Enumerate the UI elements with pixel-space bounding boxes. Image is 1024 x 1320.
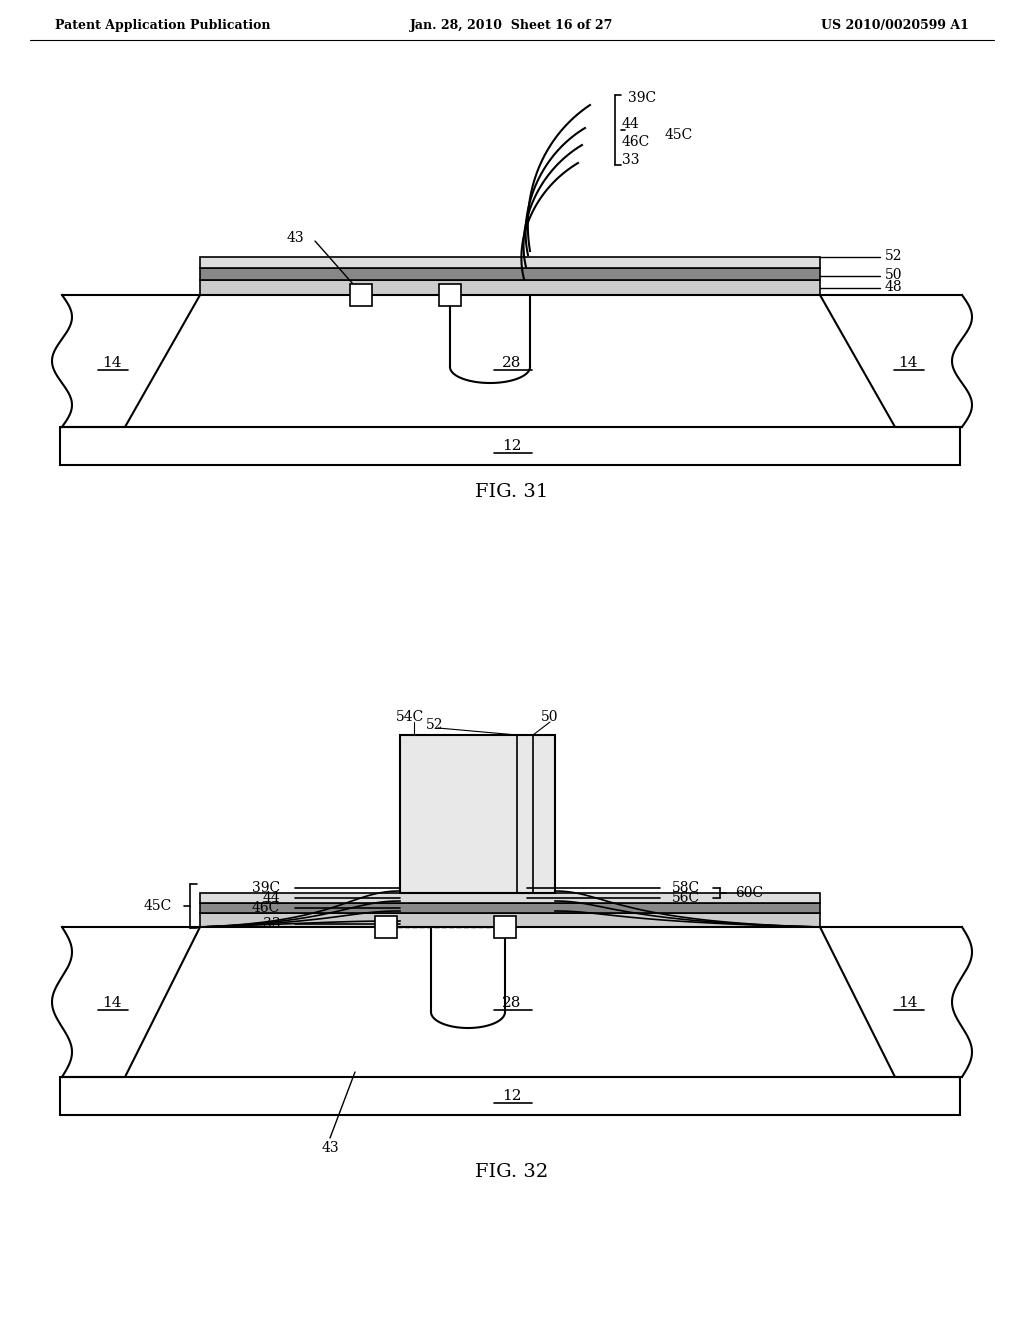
- Text: 52: 52: [426, 718, 443, 733]
- Text: 39C: 39C: [252, 880, 280, 895]
- Text: 14: 14: [898, 356, 918, 370]
- Text: 33: 33: [622, 153, 640, 168]
- Text: 43: 43: [286, 231, 304, 246]
- Text: 50: 50: [542, 710, 559, 723]
- Text: 48: 48: [885, 280, 902, 294]
- Text: FIG. 31: FIG. 31: [475, 483, 549, 502]
- Text: 45C: 45C: [143, 899, 172, 913]
- Bar: [350, 284, 372, 306]
- Text: Jan. 28, 2010  Sheet 16 of 27: Jan. 28, 2010 Sheet 16 of 27: [411, 18, 613, 32]
- Bar: [494, 916, 516, 939]
- Text: FIG. 32: FIG. 32: [475, 1163, 549, 1181]
- Text: 43: 43: [322, 1140, 339, 1155]
- Bar: [60, 1077, 961, 1115]
- Bar: [439, 284, 461, 306]
- Bar: [200, 894, 820, 903]
- Text: 14: 14: [102, 997, 122, 1010]
- Text: 33: 33: [262, 917, 280, 931]
- Text: 46C: 46C: [252, 902, 280, 915]
- Bar: [200, 268, 820, 280]
- Bar: [400, 735, 555, 894]
- Text: 46C: 46C: [622, 135, 650, 149]
- Text: 54C: 54C: [396, 710, 424, 723]
- Text: 12: 12: [502, 440, 522, 453]
- Text: 28: 28: [503, 997, 521, 1010]
- Text: 50: 50: [885, 268, 902, 282]
- Text: 52: 52: [885, 249, 902, 263]
- Text: 39C: 39C: [628, 91, 656, 106]
- Text: 28: 28: [503, 356, 521, 370]
- Text: 58C: 58C: [672, 880, 700, 895]
- Text: 14: 14: [102, 356, 122, 370]
- Bar: [200, 280, 820, 294]
- Text: 45C: 45C: [665, 128, 693, 143]
- Text: 44: 44: [262, 891, 280, 906]
- Bar: [200, 257, 820, 268]
- Bar: [375, 916, 397, 939]
- Text: 60C: 60C: [735, 886, 763, 900]
- Text: US 2010/0020599 A1: US 2010/0020599 A1: [821, 18, 969, 32]
- Bar: [60, 426, 961, 465]
- Text: 12: 12: [502, 1089, 522, 1104]
- Text: 44: 44: [622, 117, 640, 131]
- Bar: [200, 903, 820, 913]
- Text: 14: 14: [898, 997, 918, 1010]
- Text: Patent Application Publication: Patent Application Publication: [55, 18, 270, 32]
- Text: 56C: 56C: [672, 891, 700, 906]
- Bar: [200, 913, 820, 927]
